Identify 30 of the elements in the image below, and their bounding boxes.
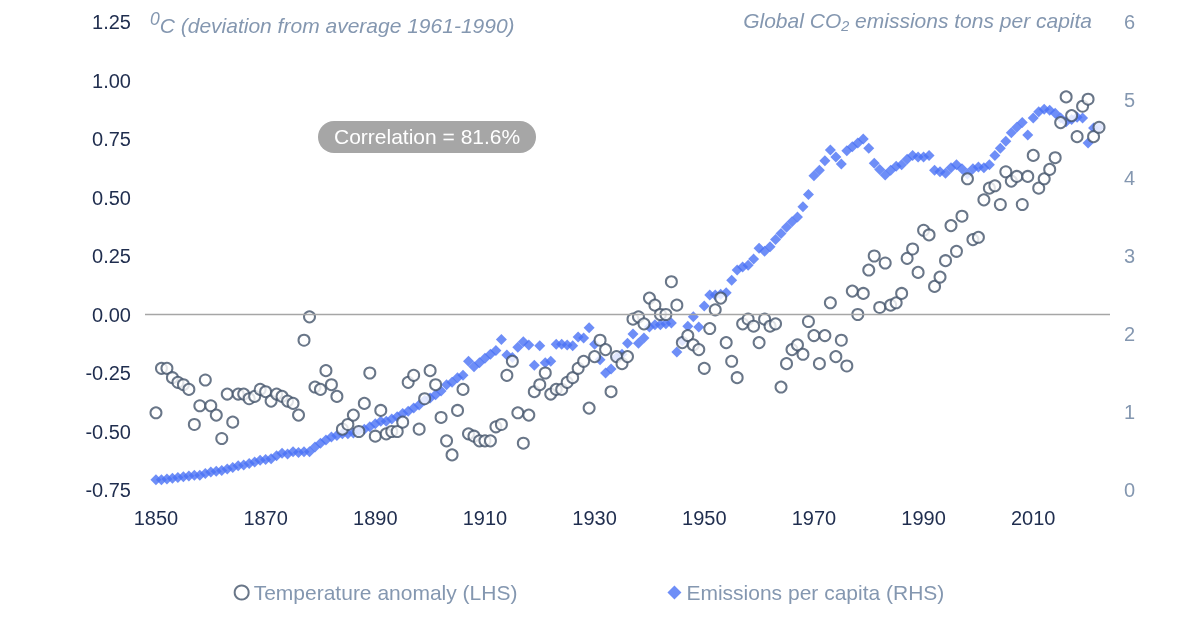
y2-tick-label: 0 (1124, 479, 1136, 501)
y-tick-label: -0.25 (85, 362, 131, 384)
y2-tick-label: 5 (1124, 89, 1136, 111)
x-tick-label: 1970 (791, 507, 837, 529)
y-tick-label: -0.50 (85, 420, 131, 443)
x-tick-label: 1850 (133, 507, 179, 529)
y-tick-label: -0.75 (85, 479, 131, 501)
y2-tick-label: 3 (1124, 245, 1136, 267)
y-tick-label: 0.00 (92, 303, 131, 326)
x-tick-label: 1910 (462, 507, 508, 529)
x-tick-label: 2010 (1010, 507, 1056, 529)
y-tick-label: 1.25 (92, 11, 131, 33)
y2-tick-label: 6 (1124, 11, 1136, 33)
annotation: Correlation = 81.6% (318, 121, 537, 153)
x-tick-label: 1950 (682, 507, 727, 529)
x-tick-label: 1870 (243, 507, 288, 529)
legend-label: Emissions per capita (RHS) (686, 581, 945, 604)
y-tick-label: 0.25 (92, 245, 131, 267)
y2-tick-label: 2 (1124, 323, 1136, 345)
y2-axis-title: Global CO₂ emissions tons per capita (743, 9, 1092, 33)
y-tick-label: 0.50 (92, 186, 131, 209)
y-tick-label: 1.00 (92, 69, 131, 92)
x-tick-label: 1990 (901, 507, 946, 529)
y2-tick-label: 1 (1124, 401, 1136, 423)
y-axis-title: $^{0}$C (deviation from average 1961-1990) (150, 9, 515, 38)
y-tick-label: 0.75 (92, 128, 131, 150)
y2-tick-label: 4 (1124, 167, 1136, 189)
legend-label: Temperature anomaly (LHS) (253, 581, 518, 604)
x-tick-label: 1890 (353, 507, 398, 529)
x-tick-label: 1930 (572, 507, 617, 529)
